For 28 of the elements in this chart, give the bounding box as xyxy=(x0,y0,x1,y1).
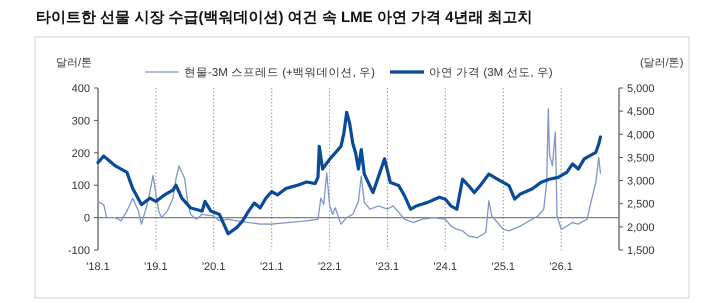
x-tick-label: '20.1 xyxy=(202,261,226,273)
y2-tick-label: 3,500 xyxy=(627,152,655,164)
y2-tick-label: 4,000 xyxy=(627,129,655,142)
x-tick-label: '21.1 xyxy=(260,261,284,273)
legend-label: 현물-3M 스프레드 (+백워데이션, 우) xyxy=(184,67,376,79)
y2-tick-label: 3,000 xyxy=(627,176,655,188)
y-tick-label: 0 xyxy=(84,212,90,225)
x-tick-label: '26.1 xyxy=(549,261,573,273)
y2-tick-label: 5,000 xyxy=(627,83,655,95)
x-tick-label: '24.1 xyxy=(434,261,458,273)
y-axis-title: 달러/톤 xyxy=(56,57,92,69)
x-tick-label: '19.1 xyxy=(144,261,168,273)
y2-axis-title: (달러/톤) xyxy=(640,57,684,69)
x-tick-label: '22.1 xyxy=(318,261,342,273)
y2-tick-label: 2,000 xyxy=(627,222,655,234)
y-tick-label: 400 xyxy=(72,83,90,95)
x-tick-label: '23.1 xyxy=(376,261,400,273)
y2-tick-label: 4,500 xyxy=(627,106,655,118)
y-tick-label: 100 xyxy=(72,180,90,192)
x-tick-label: '25.1 xyxy=(492,261,516,273)
title: 타이트한 선물 시장 수급(백워데이션) 여건 속 LME 아연 가격 4년래 최고치 xyxy=(36,9,533,26)
y-tick-label: -100 xyxy=(68,245,90,257)
legend-label: 아연 가격 (3M 선도, 우) xyxy=(429,67,553,79)
y2-tick-label: 1,500 xyxy=(627,245,655,257)
y-tick-label: 200 xyxy=(72,148,90,160)
y2-tick-label: 2,500 xyxy=(627,198,655,211)
x-tick-label: '18.1 xyxy=(86,261,110,273)
y-tick-label: 300 xyxy=(72,115,90,128)
